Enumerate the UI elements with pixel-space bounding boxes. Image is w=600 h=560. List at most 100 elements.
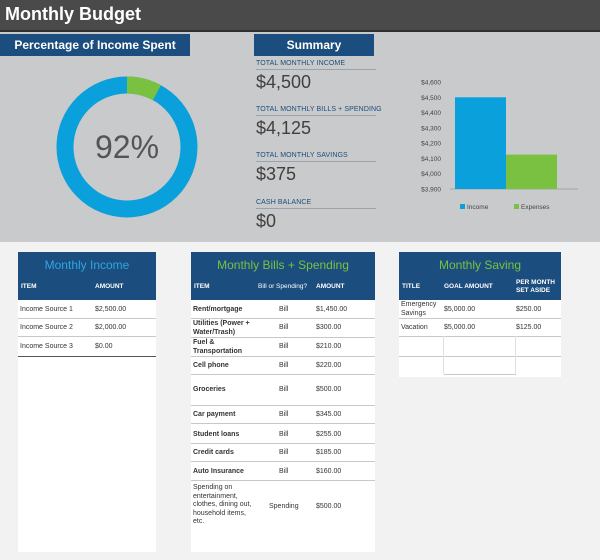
y-tick-label: $4,100 [421, 156, 441, 163]
bill-amount[interactable]: $185.00 [316, 449, 341, 458]
bill-amount[interactable]: $500.00 [316, 386, 341, 395]
bill-item[interactable]: Car payment [193, 411, 261, 420]
saving-goal[interactable]: $5,000.00 [444, 324, 475, 333]
income-expenses-chart: $3,900 $4,000 $4,100 $4,200 $4,300 $4,400 $4,5… [408, 74, 588, 234]
legend-label: Expenses [521, 204, 550, 211]
bill-type[interactable]: Bill [279, 306, 288, 315]
income-item[interactable]: Income Source 1 [20, 306, 73, 315]
row-divider [399, 318, 561, 319]
saving-goal[interactable]: $5,000.00 [444, 306, 475, 315]
column-header: ITEM [194, 283, 210, 291]
bills-table-title: Monthly Bills + Spending [191, 258, 375, 272]
saving-table-header: Monthly Saving TITLE GOAL AMOUNT PER MON… [399, 252, 561, 300]
bill-type[interactable]: Bill [279, 431, 288, 440]
income-table: Monthly Income ITEM AMOUNT Income Source… [18, 252, 156, 552]
income-table-header: Monthly Income ITEM AMOUNT [18, 252, 156, 300]
income-amount[interactable]: $0.00 [95, 343, 113, 352]
summary-label-cash: CASH BALANCE [256, 199, 311, 206]
column-header: AMOUNT [316, 283, 345, 291]
row-divider [18, 318, 156, 319]
bills-table: Monthly Bills + Spending ITEM Bill or Sp… [191, 252, 375, 552]
row-divider [191, 318, 375, 319]
summary-rule [256, 115, 376, 116]
bill-type[interactable]: Bill [279, 362, 288, 371]
summary-label-income: TOTAL MONTHLY INCOME [256, 60, 345, 67]
y-tick-label: $4,000 [421, 171, 441, 178]
column-header: ITEM [21, 283, 37, 291]
summary-label-savings: TOTAL MONTHLY SAVINGS [256, 152, 348, 159]
saving-per-month[interactable]: $125.00 [516, 324, 541, 333]
percentage-value: 92% [54, 74, 200, 220]
y-tick-label: $4,400 [421, 110, 441, 117]
saving-per-month[interactable]: $250.00 [516, 306, 541, 315]
bar-expenses [506, 155, 557, 189]
bill-amount[interactable]: $160.00 [316, 468, 341, 477]
y-tick-label: $4,300 [421, 125, 441, 132]
bill-type[interactable]: Bill [279, 343, 288, 352]
bill-amount[interactable]: $345.00 [316, 411, 341, 420]
row-divider [191, 337, 375, 338]
summary-value-savings: $375 [256, 164, 296, 185]
summary-rule [256, 161, 376, 162]
income-amount[interactable]: $2,500.00 [95, 306, 126, 315]
income-amount[interactable]: $2,000.00 [95, 324, 126, 333]
bill-amount[interactable]: $1,450.00 [316, 306, 347, 315]
row-divider [18, 336, 156, 337]
bill-item[interactable]: Fuel & Transportation [193, 339, 261, 356]
bill-item[interactable]: Auto Insurance [193, 468, 261, 477]
y-tick-label: $4,600 [421, 80, 441, 87]
bill-item[interactable]: Groceries [193, 386, 261, 395]
row-divider [191, 480, 375, 481]
y-tick-label: $4,200 [421, 141, 441, 148]
bill-amount[interactable]: $220.00 [316, 362, 341, 371]
row-divider [191, 461, 375, 462]
summary-header: Summary [254, 34, 374, 56]
income-item[interactable]: Income Source 2 [20, 324, 73, 333]
income-item[interactable]: Income Source 3 [20, 343, 73, 352]
bill-type[interactable]: Bill [279, 449, 288, 458]
saving-title[interactable]: Vacation [401, 324, 428, 333]
row-divider [399, 356, 561, 357]
bill-amount[interactable]: $210.00 [316, 343, 341, 352]
bill-amount[interactable]: $500.00 [316, 503, 341, 512]
row-divider [191, 405, 375, 406]
row-divider [399, 336, 561, 337]
summary-label-bills: TOTAL MONTHLY BILLS + SPENDING [256, 106, 382, 113]
bill-amount[interactable]: $300.00 [316, 324, 341, 333]
column-divider [515, 336, 516, 374]
bill-item[interactable]: Cell phone [193, 362, 261, 371]
page-title: Monthly Budget [5, 4, 141, 25]
bill-type[interactable]: Bill [279, 324, 288, 333]
bill-item[interactable]: Spending on entertainment, clothes, dini… [193, 484, 255, 527]
column-header: Bill or Spending? [258, 283, 307, 291]
bill-amount[interactable]: $255.00 [316, 431, 341, 440]
y-tick-label: $3,900 [421, 187, 441, 194]
row-divider [18, 356, 156, 357]
summary-value-income: $4,500 [256, 72, 311, 93]
bill-item[interactable]: Rent/mortgage [193, 306, 261, 315]
bills-table-header: Monthly Bills + Spending ITEM Bill or Sp… [191, 252, 375, 300]
row-divider [191, 423, 375, 424]
row-divider [191, 443, 375, 444]
column-divider [443, 336, 444, 374]
title-bar: Monthly Budget [0, 0, 600, 32]
bill-type[interactable]: Bill [279, 411, 288, 420]
legend-swatch [514, 204, 519, 209]
dashboard-panel: Percentage of Income Spent 92% Summary T… [0, 32, 600, 242]
bill-item[interactable]: Student loans [193, 431, 261, 440]
summary-rule [256, 208, 376, 209]
saving-table-title: Monthly Saving [399, 258, 561, 272]
saving-title[interactable]: Emergency Savings [401, 301, 445, 318]
bill-item[interactable]: Credit cards [193, 449, 261, 458]
column-header: AMOUNT [95, 283, 124, 291]
bill-type[interactable]: Spending [269, 503, 299, 512]
summary-value-bills: $4,125 [256, 118, 311, 139]
bill-type[interactable]: Bill [279, 468, 288, 477]
y-tick-label: $4,500 [421, 95, 441, 102]
bill-type[interactable]: Bill [279, 386, 288, 395]
income-table-title: Monthly Income [18, 258, 156, 272]
saving-table: Monthly Saving TITLE GOAL AMOUNT PER MON… [399, 252, 561, 377]
bill-item[interactable]: Utilities (Power + Water/Trash) [193, 320, 261, 337]
percentage-header: Percentage of Income Spent [0, 34, 190, 56]
bar-income [455, 97, 506, 189]
